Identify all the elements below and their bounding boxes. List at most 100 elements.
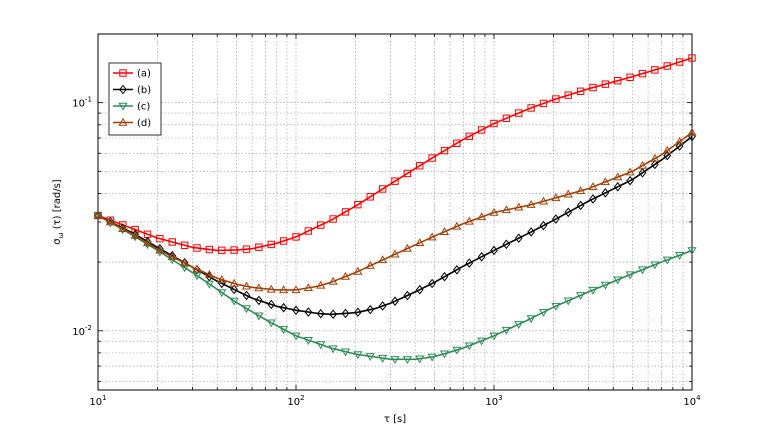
series-marker [329, 215, 337, 223]
series-marker [501, 326, 511, 335]
series-marker [663, 62, 671, 70]
grid [98, 34, 692, 390]
series-marker [316, 308, 325, 319]
series-marker [538, 308, 549, 317]
series-marker [378, 301, 387, 311]
x-tick-label: 101 [89, 394, 106, 408]
series-marker [650, 153, 660, 162]
series-marker [626, 73, 634, 82]
series-marker [477, 337, 487, 346]
series-marker [266, 319, 276, 328]
legend-item: (a) [113, 69, 151, 80]
y-axis-label: σω (τ) [rad/s] [52, 179, 65, 244]
series-marker [279, 285, 289, 294]
series-marker [489, 332, 499, 341]
series-marker [142, 238, 153, 247]
series-marker [168, 238, 176, 246]
series-marker [402, 356, 412, 364]
series-marker [217, 289, 227, 298]
series-marker [255, 295, 263, 306]
series-marker [662, 145, 672, 154]
series-marker [415, 238, 425, 247]
series-marker [416, 162, 424, 170]
series-marker [329, 309, 337, 320]
legend-item: (c) [113, 102, 150, 113]
series-marker [552, 214, 560, 224]
series-marker [229, 278, 239, 287]
series-marker [452, 346, 462, 355]
series-marker [663, 150, 672, 161]
series-marker [539, 220, 548, 231]
y-tick-label: 10-2 [72, 324, 92, 338]
series-marker [218, 246, 226, 255]
legend: (a) (b) (c) (d) [108, 62, 162, 136]
series-marker [241, 305, 252, 314]
series-marker [354, 200, 362, 209]
series-marker [340, 348, 351, 357]
series-3 [93, 212, 697, 364]
series-marker [613, 276, 623, 285]
series-marker [254, 312, 264, 321]
series-marker [267, 240, 275, 249]
series-marker [588, 182, 598, 191]
series-marker [279, 302, 288, 313]
series-marker [304, 307, 313, 317]
series-marker [588, 286, 598, 295]
series-marker [316, 280, 326, 289]
series-marker [589, 194, 597, 204]
series-marker [340, 271, 351, 280]
legend-marker [119, 69, 127, 77]
legend-marker [119, 84, 127, 95]
series-marker [391, 177, 399, 185]
series-marker [415, 355, 425, 364]
series-marker [502, 239, 511, 250]
series-marker [267, 299, 276, 310]
series-marker [477, 126, 486, 134]
series-marker [328, 345, 338, 354]
series-marker [613, 181, 622, 192]
series-marker [390, 356, 400, 364]
x-tick-label: 104 [683, 394, 701, 408]
series-marker [266, 284, 276, 293]
series-marker [403, 290, 412, 301]
series-marker [156, 234, 164, 243]
legend-item: (d) [113, 117, 151, 129]
series-marker [650, 261, 660, 270]
series-marker [477, 212, 487, 221]
series-marker [527, 227, 535, 237]
series-marker [439, 227, 450, 235]
series-marker [192, 264, 202, 273]
series-marker [514, 202, 524, 211]
series-2 [94, 131, 696, 320]
series-marker [130, 230, 140, 239]
series-marker [317, 221, 325, 229]
series-marker [217, 274, 227, 283]
series-marker [601, 80, 610, 88]
series-marker [638, 69, 647, 78]
series-marker [662, 256, 672, 265]
series-marker [675, 58, 684, 66]
series-marker [637, 160, 648, 169]
series-marker [180, 258, 190, 267]
legend-label: (c) [137, 102, 150, 113]
series-marker [538, 196, 549, 205]
series-marker [439, 350, 450, 359]
series-marker [292, 305, 300, 316]
series-marker [242, 245, 251, 253]
series-marker [180, 264, 190, 273]
series-marker [204, 280, 214, 289]
series-marker [328, 276, 338, 285]
series-4 [93, 127, 697, 294]
series-marker [552, 95, 560, 103]
series-marker [440, 271, 449, 282]
series-line [97, 135, 693, 316]
series-marker [365, 261, 375, 269]
series-marker [514, 233, 523, 243]
series-line [97, 214, 693, 361]
series-marker [526, 199, 536, 208]
series-marker [279, 326, 289, 334]
series-marker [464, 342, 474, 351]
series-layer [93, 54, 697, 364]
series-marker [292, 233, 300, 241]
